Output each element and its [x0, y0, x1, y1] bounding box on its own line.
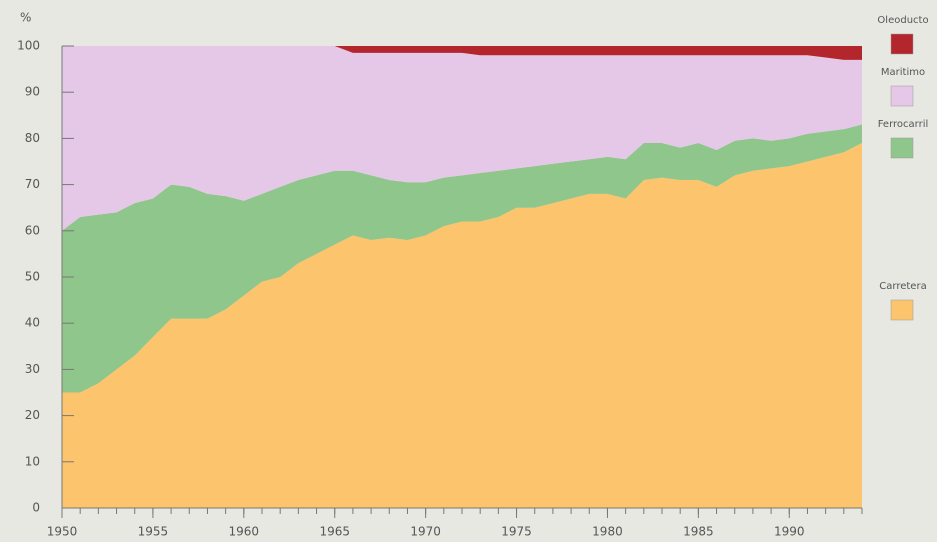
- y-tick-label: 90: [25, 85, 40, 99]
- x-tick-label: 1965: [319, 525, 350, 539]
- y-tick-label: 70: [25, 177, 40, 191]
- legend-label: Maritimo: [881, 67, 925, 78]
- y-tick-label: 0: [32, 501, 40, 515]
- x-tick-label: 1955: [138, 525, 169, 539]
- y-tick-label: 40: [25, 316, 40, 330]
- legend-swatch: [890, 33, 914, 55]
- x-tick-label: 1985: [683, 525, 714, 539]
- area: [62, 143, 862, 508]
- legend-swatch: [890, 299, 914, 321]
- area: [62, 46, 862, 231]
- x-tick-label: 1950: [47, 525, 78, 539]
- x-tick-label: 1980: [592, 525, 623, 539]
- area: [62, 124, 862, 393]
- y-tick-label: 20: [25, 408, 40, 422]
- y-tick-label: 60: [25, 223, 40, 237]
- legend-swatch: [890, 137, 914, 159]
- y-tick-label: 10: [25, 454, 40, 468]
- area: [62, 46, 862, 60]
- legend-swatch: [890, 85, 914, 107]
- y-axis-label: %: [20, 11, 31, 25]
- y-tick-label: 80: [25, 131, 40, 145]
- y-tick-label: 50: [25, 270, 40, 284]
- x-tick-label: 1960: [229, 525, 260, 539]
- x-tick-label: 1975: [501, 525, 532, 539]
- legend-label: Carretera: [879, 281, 926, 292]
- legend-label: Ferrocarril: [878, 119, 929, 130]
- x-tick-label: 1990: [774, 525, 805, 539]
- y-tick-label: 100: [17, 39, 40, 53]
- legend-label: Oleoducto: [877, 15, 928, 26]
- y-tick-label: 30: [25, 362, 40, 376]
- x-tick-label: 1970: [410, 525, 441, 539]
